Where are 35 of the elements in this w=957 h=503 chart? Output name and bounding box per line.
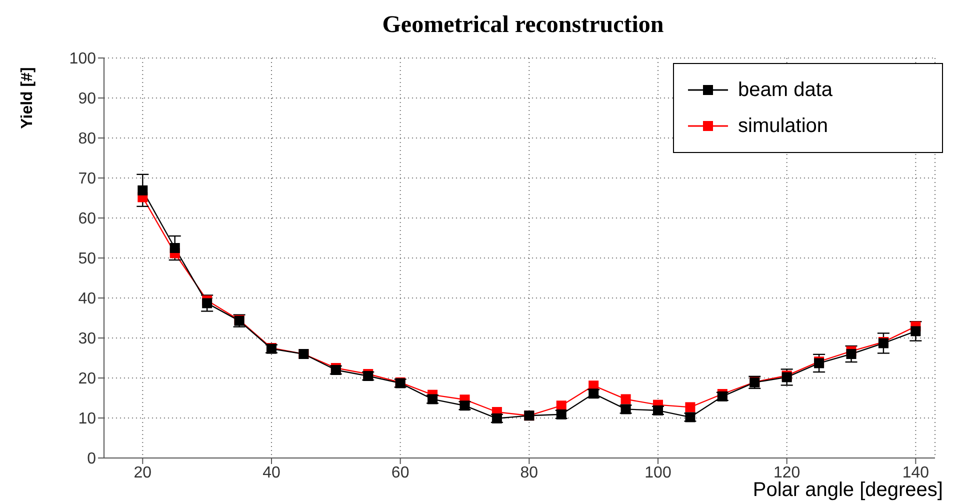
- point: [653, 405, 663, 416]
- x-tick-label: 80: [520, 464, 538, 482]
- point: [138, 185, 148, 196]
- point: [717, 391, 728, 402]
- x-tick-label: 20: [134, 464, 152, 482]
- x-tick-label: 100: [644, 464, 672, 482]
- chart-title: Geometrical reconstruction: [381, 12, 665, 39]
- x-tick-label: 40: [262, 464, 280, 482]
- x-tick-label: 60: [391, 464, 410, 482]
- point: [846, 349, 856, 359]
- legend-label: simulation: [738, 114, 828, 138]
- y-tick-label: 70: [78, 170, 96, 188]
- point: [685, 402, 696, 412]
- y-tick-label: 100: [69, 50, 96, 68]
- y-tick-label: 90: [78, 90, 96, 108]
- y-tick-label: 30: [78, 330, 96, 348]
- y-tick-label: 50: [78, 250, 96, 268]
- x-tick-label: 140: [902, 464, 930, 482]
- point: [202, 298, 212, 308]
- y-axis-title: Yield [#]: [19, 67, 37, 129]
- y-tick-label: 20: [78, 370, 96, 388]
- y-tick-label: 0: [87, 450, 96, 468]
- point: [588, 388, 599, 399]
- x-tick-label: 120: [773, 464, 800, 482]
- y-tick-label: 40: [78, 290, 96, 308]
- y-tick-label: 60: [78, 210, 96, 228]
- point: [170, 243, 180, 253]
- point: [492, 413, 502, 424]
- x-axis-title: Polar angle [degrees]: [752, 479, 943, 502]
- legend-label: beam data: [738, 78, 833, 102]
- point: [910, 326, 921, 336]
- y-tick-label: 10: [78, 410, 96, 428]
- y-tick-label: 80: [78, 130, 96, 148]
- point: [556, 400, 566, 411]
- point: [620, 394, 631, 404]
